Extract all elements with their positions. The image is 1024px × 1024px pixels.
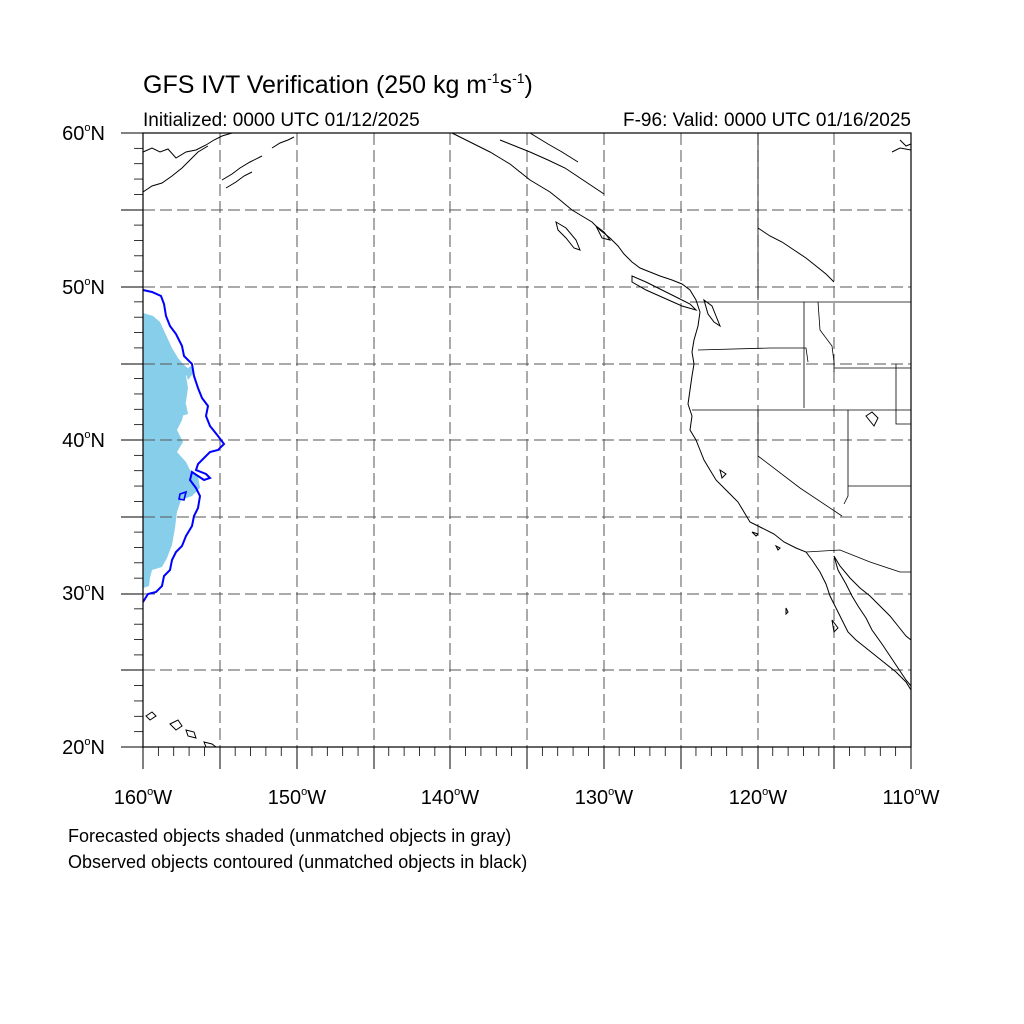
axis-ticks (121, 132, 912, 769)
valid-time-label: F-96: Valid: 0000 UTC 01/16/2025 (623, 110, 911, 131)
minor-ticks (134, 147, 897, 756)
lat-lon-grid (143, 133, 911, 747)
observed-caption: Observed objects contoured (unmatched ob… (68, 852, 528, 872)
lon-label-110w: 110oW (882, 786, 940, 809)
political-boundaries (690, 133, 911, 573)
lon-label-140w: 140oW (420, 786, 480, 809)
map-title: GFS IVT Verification (250 kg m-1s-1) (143, 70, 533, 99)
lat-label-60: 60oN (62, 122, 105, 145)
lon-label-150w: 150oW (267, 786, 327, 809)
lon-label-120w: 120oW (728, 786, 788, 809)
observed-ivt-contour-island (178, 490, 188, 501)
coastlines (142, 132, 912, 748)
lat-label-50: 50oN (62, 276, 105, 299)
initialized-label: Initialized: 0000 UTC 01/12/2025 (143, 110, 420, 131)
forecast-caption: Forecasted objects shaded (unmatched obj… (68, 826, 512, 846)
lat-label-20: 20oN (62, 736, 105, 759)
lon-label-130w: 130oW (574, 786, 634, 809)
lon-label-160w: 160oW (113, 786, 173, 809)
forecast-ivt-object (143, 313, 200, 588)
lat-label-40: 40oN (62, 429, 105, 452)
observed-ivt-contour (142, 289, 226, 603)
lat-label-30: 30oN (62, 582, 105, 605)
